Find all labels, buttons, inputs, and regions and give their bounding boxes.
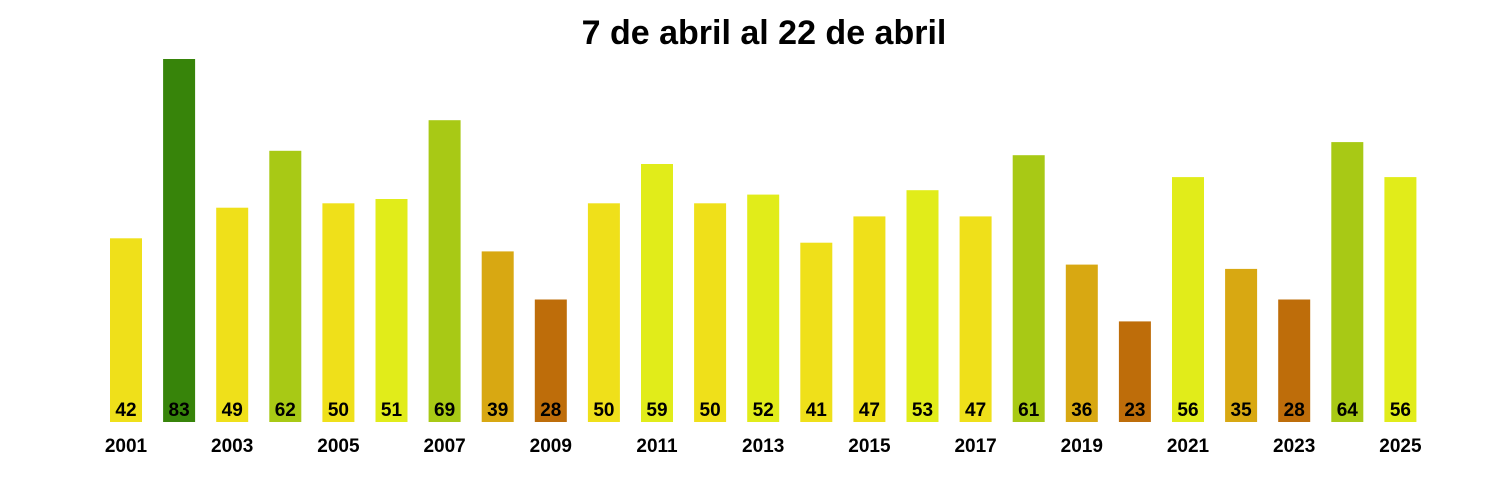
x-tick-label-2017: 2017 [954, 436, 996, 457]
value-label-2015: 47 [859, 400, 880, 421]
value-label-2003: 49 [222, 400, 243, 421]
x-tick-label-2023: 2023 [1273, 436, 1315, 457]
bar-2018 [1012, 155, 1045, 422]
x-tick-label-2005: 2005 [317, 436, 360, 457]
bar-2015 [853, 216, 886, 422]
bar-2003 [216, 207, 249, 422]
x-axis-tick-labels: 2001 2003 2005 2007 2009 2011 2013 2015 2017 2019… [105, 436, 1422, 457]
bars-group [110, 59, 1417, 423]
bar-2014 [800, 242, 833, 422]
bar-2017 [959, 216, 992, 422]
value-label-2010: 50 [593, 400, 614, 421]
x-tick-label-2019: 2019 [1061, 436, 1103, 457]
value-label-2011: 59 [646, 400, 667, 421]
value-label-2007: 69 [434, 400, 455, 421]
bar-2004 [269, 150, 302, 423]
chart-title: 7 de abril al 22 de abril [582, 14, 947, 52]
value-label-2020: 23 [1124, 400, 1145, 421]
value-label-2008: 39 [487, 400, 508, 421]
value-label-2001: 42 [115, 400, 136, 421]
value-label-2012: 50 [700, 400, 721, 421]
x-tick-label-2013: 2013 [742, 436, 784, 457]
bar-2016 [906, 190, 939, 422]
bar-2025 [1384, 177, 1417, 422]
value-labels-group: 42 83 49 62 50 51 69 39 28 50 59 50 52 41 47 53 47 61 36 23… [115, 400, 1411, 421]
value-label-2021: 56 [1177, 400, 1198, 421]
value-label-2022: 35 [1231, 400, 1253, 421]
bar-2010 [587, 203, 620, 422]
bar-2002 [163, 59, 196, 422]
value-label-2024: 64 [1337, 400, 1359, 421]
value-label-2005: 50 [328, 400, 349, 421]
value-label-2009: 28 [540, 400, 561, 421]
bar-2006 [375, 199, 408, 422]
x-tick-label-2009: 2009 [530, 436, 572, 457]
bar-2023 [1278, 299, 1311, 422]
value-label-2016: 53 [912, 400, 933, 421]
bar-2012 [694, 203, 727, 422]
x-tick-label-2003: 2003 [211, 436, 253, 457]
bar-2024 [1331, 142, 1364, 422]
value-label-2019: 36 [1071, 400, 1092, 421]
x-tick-label-2001: 2001 [105, 436, 148, 457]
bar-2008 [481, 251, 514, 422]
value-label-2023: 28 [1284, 400, 1305, 421]
x-tick-label-2021: 2021 [1167, 436, 1210, 457]
x-tick-label-2015: 2015 [848, 436, 891, 457]
bar-2005 [322, 203, 355, 422]
value-label-2025: 56 [1390, 400, 1411, 421]
x-tick-label-2011: 2011 [636, 436, 678, 457]
value-label-2002: 83 [169, 400, 190, 421]
value-label-2004: 62 [275, 400, 296, 421]
x-tick-label-2025: 2025 [1379, 436, 1422, 457]
value-label-2017: 47 [965, 400, 986, 421]
bar-2001 [110, 238, 142, 422]
value-label-2014: 41 [806, 400, 828, 421]
bar-2021 [1172, 177, 1204, 422]
value-label-2018: 61 [1018, 400, 1040, 421]
bar-2009 [534, 299, 567, 422]
value-label-2006: 51 [381, 400, 403, 421]
value-label-2013: 52 [753, 400, 774, 421]
bar-2011 [641, 164, 673, 422]
bar-2007 [428, 120, 461, 422]
bar-2013 [747, 194, 780, 422]
bar-2022 [1225, 268, 1258, 422]
x-tick-label-2007: 2007 [423, 436, 465, 457]
bar-2019 [1065, 264, 1098, 422]
bar-2020 [1118, 321, 1151, 422]
